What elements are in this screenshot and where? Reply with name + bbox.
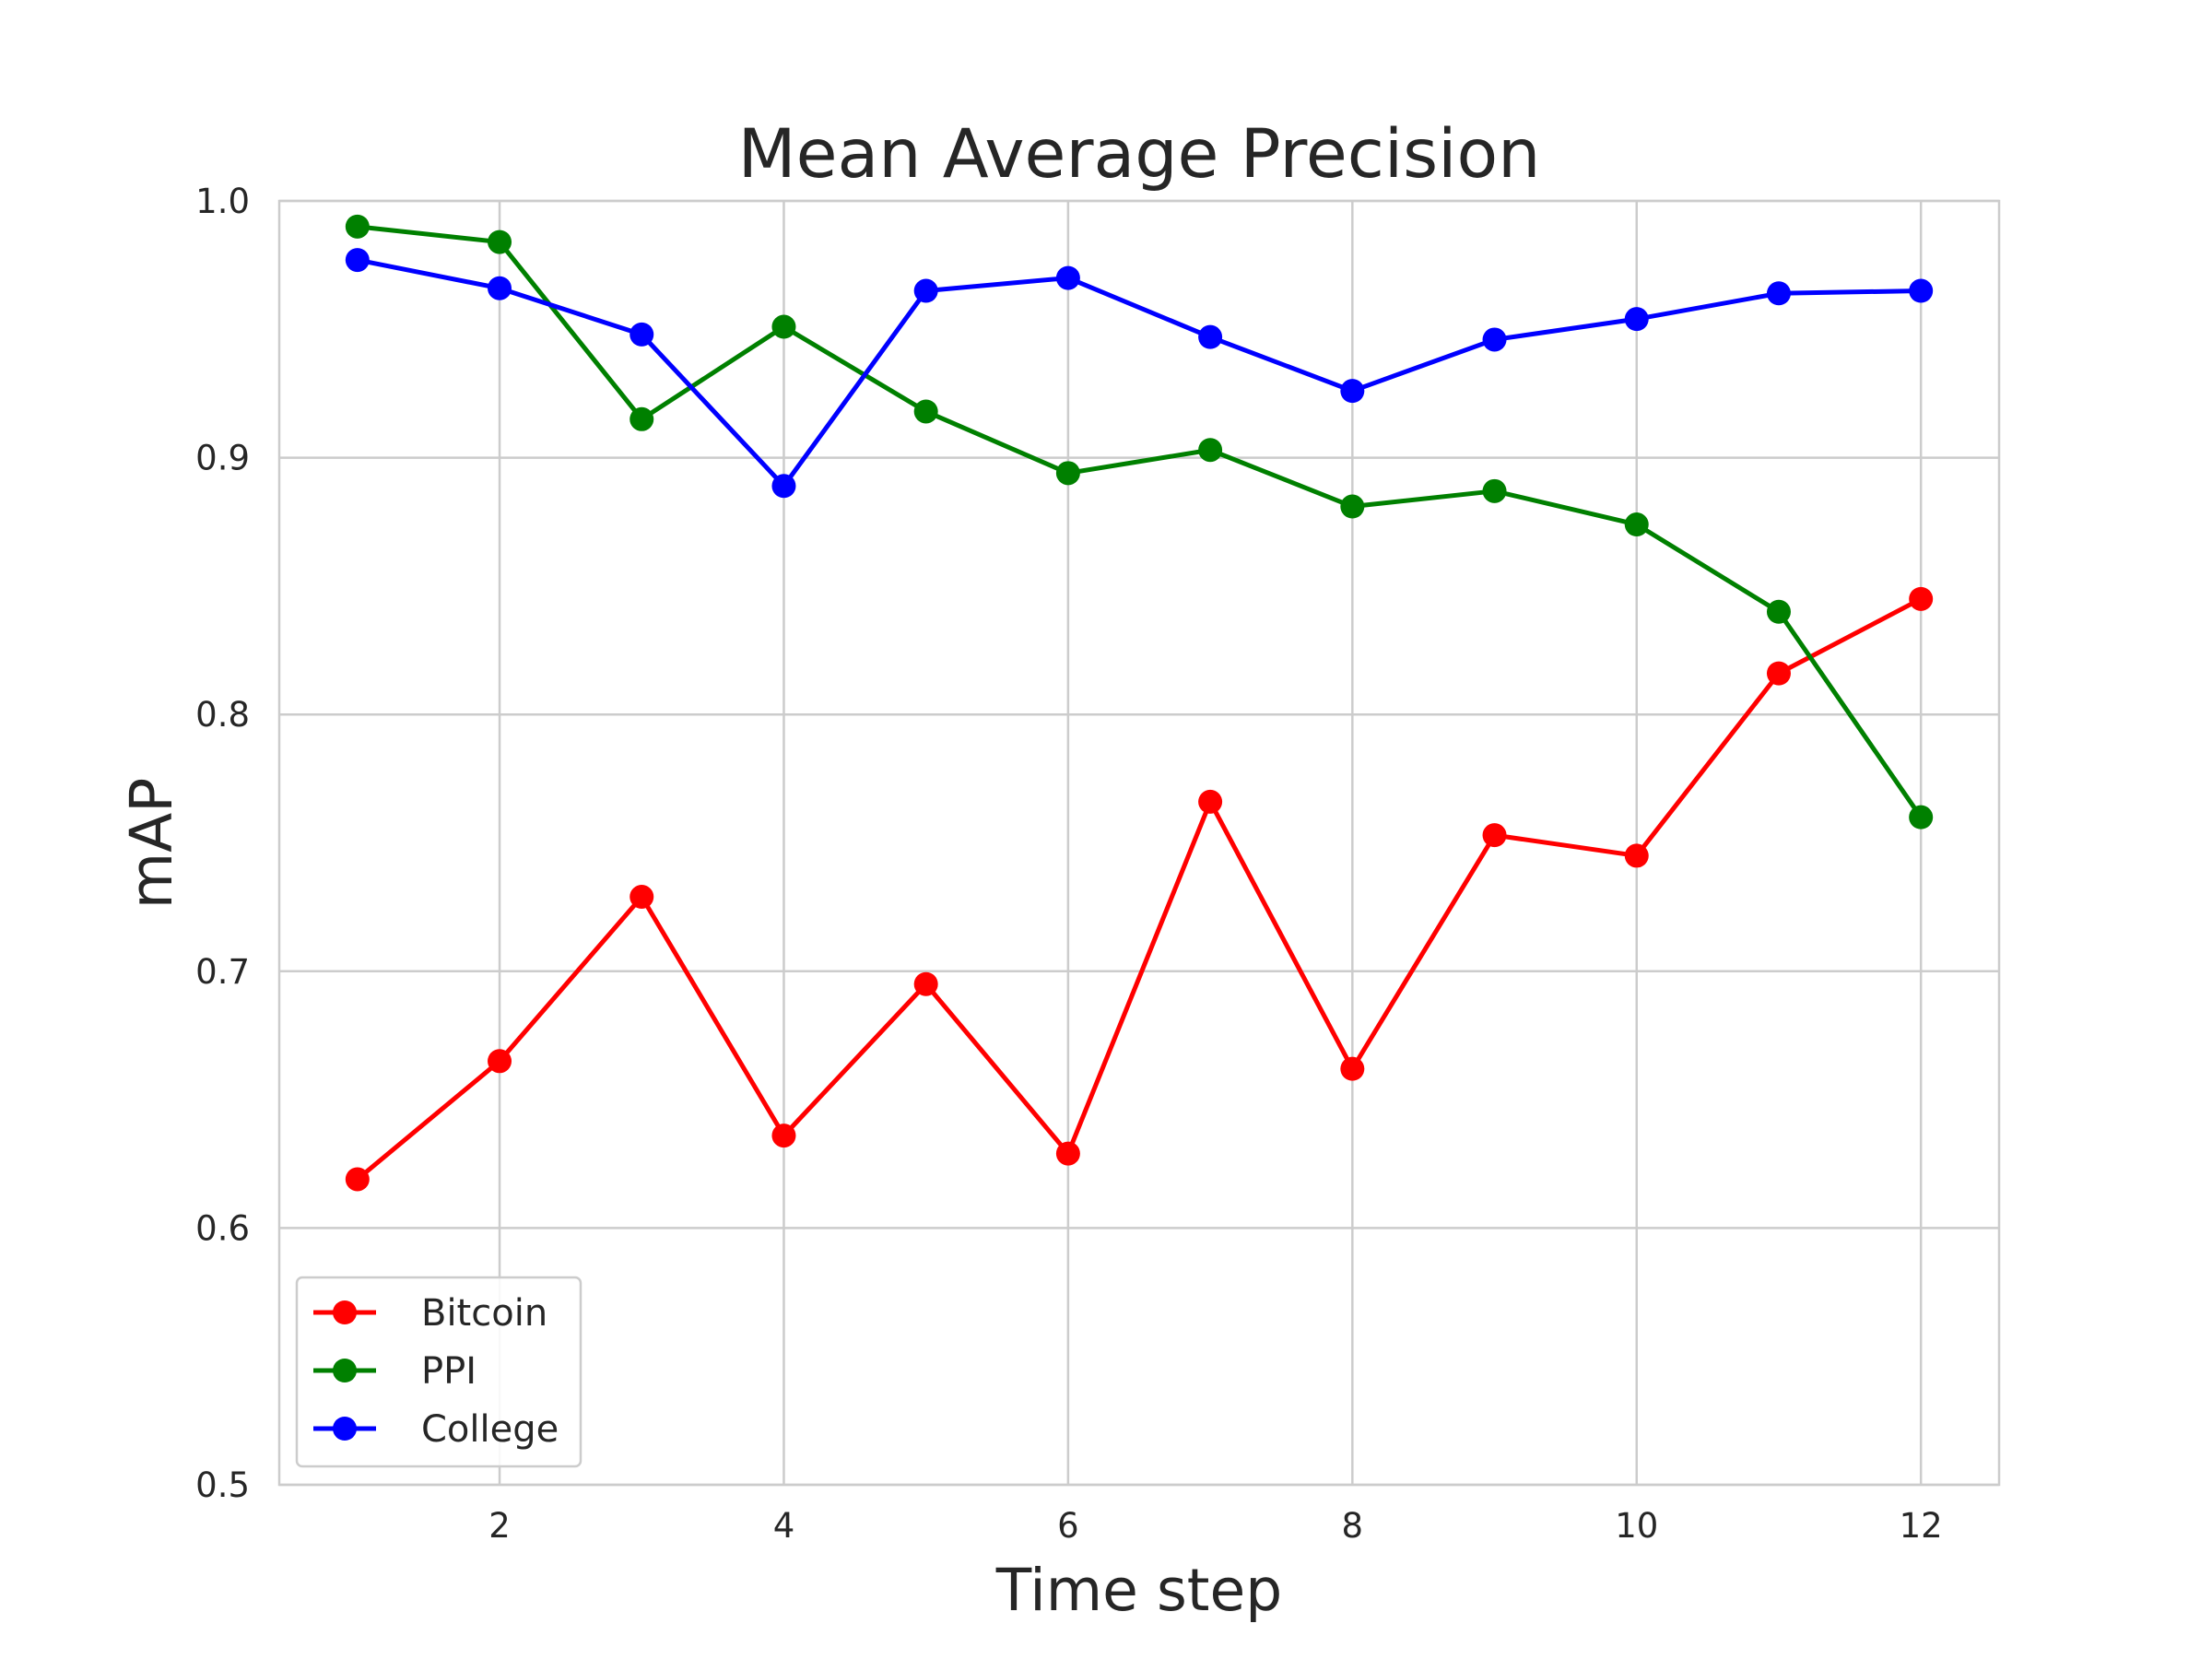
x-tick-label: 8 — [1342, 1506, 1364, 1546]
legend-item-college: College — [313, 1408, 559, 1451]
data-point-bitcoin — [1766, 661, 1791, 686]
series-college — [345, 248, 1934, 499]
x-tick-label: 10 — [1615, 1506, 1658, 1546]
series-bitcoin — [345, 586, 1934, 1192]
data-point-college — [488, 276, 512, 300]
series-layer — [345, 214, 1934, 1192]
data-point-college — [1482, 327, 1507, 352]
y-axis-ticks: 0.5 0.6 0.7 0.8 0.9 1.0 — [195, 182, 250, 1505]
series-line-ppi — [355, 224, 1924, 820]
data-point-college — [1340, 379, 1365, 404]
data-point-bitcoin — [1055, 1141, 1080, 1166]
data-point-bitcoin — [629, 885, 654, 910]
y-tick-label: 1.0 — [195, 182, 250, 221]
y-tick-label: 0.6 — [195, 1208, 250, 1248]
data-point-bitcoin — [345, 1167, 370, 1192]
legend-label: College — [421, 1408, 559, 1451]
plot-frame — [277, 199, 2001, 1487]
x-tick-label: 4 — [773, 1506, 795, 1546]
data-point-bitcoin — [1624, 843, 1649, 868]
y-tick-label: 0.8 — [195, 695, 250, 735]
data-point-college — [1198, 324, 1223, 349]
series-ppi — [345, 214, 1934, 830]
data-point-ppi — [1198, 438, 1223, 463]
data-point-ppi — [1055, 461, 1080, 486]
x-tick-label: 6 — [1057, 1506, 1079, 1546]
x-tick-label: 12 — [1900, 1506, 1943, 1546]
data-point-college — [1766, 281, 1791, 306]
data-point-college — [913, 278, 938, 303]
data-point-ppi — [1766, 599, 1791, 624]
data-point-ppi — [1909, 805, 1934, 830]
y-axis-label: mAP — [118, 778, 185, 909]
data-point-bitcoin — [913, 971, 938, 996]
plot-background — [279, 201, 1999, 1485]
data-point-college — [629, 322, 654, 347]
y-tick-label: 0.7 — [195, 952, 250, 992]
data-point-college — [771, 474, 796, 499]
data-point-ppi — [1340, 494, 1365, 519]
legend-label: Bitcoin — [421, 1292, 547, 1335]
legend-item-ppi: PPI — [313, 1350, 477, 1393]
data-point-ppi — [1482, 478, 1507, 503]
data-point-college — [1055, 265, 1080, 290]
legend-item-bitcoin: Bitcoin — [313, 1292, 547, 1335]
chart-title: Mean Average Precision — [738, 115, 1541, 194]
data-point-bitcoin — [771, 1124, 796, 1148]
data-point-college — [345, 248, 370, 273]
legend-label: PPI — [421, 1350, 477, 1393]
y-tick-label: 0.5 — [195, 1465, 250, 1505]
data-point-ppi — [1624, 512, 1649, 537]
series-line-bitcoin — [355, 596, 1924, 1182]
data-point-bitcoin — [1482, 823, 1507, 848]
data-point-bitcoin — [488, 1049, 512, 1074]
data-point-bitcoin — [1198, 789, 1223, 814]
data-point-ppi — [345, 214, 370, 239]
data-point-bitcoin — [1340, 1056, 1365, 1081]
legend-marker — [333, 1359, 357, 1382]
plot-area — [279, 201, 1999, 1485]
legend-marker — [333, 1300, 357, 1324]
data-point-ppi — [913, 399, 938, 424]
y-tick-label: 0.9 — [195, 439, 250, 478]
series-line-college — [355, 257, 1924, 488]
x-tick-label: 2 — [488, 1506, 511, 1546]
data-point-ppi — [771, 314, 796, 339]
x-axis-label: Time step — [995, 1557, 1282, 1624]
legend: Bitcoin PPI College — [295, 1276, 582, 1468]
x-axis-ticks: 2 4 6 8 10 12 — [488, 1506, 1942, 1546]
legend-box — [295, 1276, 582, 1468]
data-point-bitcoin — [1909, 586, 1934, 611]
data-point-college — [1624, 307, 1649, 332]
data-point-college — [1909, 278, 1934, 303]
legend-marker — [333, 1417, 357, 1441]
data-point-ppi — [629, 406, 654, 431]
data-point-ppi — [488, 229, 512, 254]
plot-border — [277, 199, 2001, 1487]
